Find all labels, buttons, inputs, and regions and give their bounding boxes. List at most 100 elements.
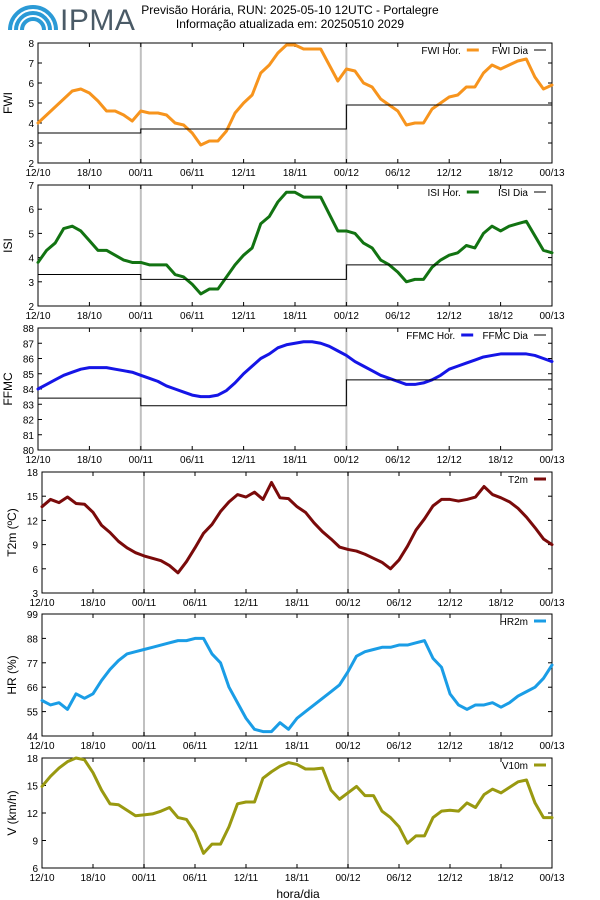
x-tick-label: 00/11 [132,598,157,609]
y-axis-label: FFMC [1,372,15,406]
x-tick-label: 18/10 [77,168,102,179]
y-tick-label: 7 [28,181,34,192]
y-tick-label: 5 [28,99,34,110]
x-tick-label: 00/13 [539,168,564,179]
y-tick-label: 12 [27,809,39,820]
y-tick-label: 83 [23,400,35,411]
x-tick-label: 00/12 [334,311,359,322]
x-tick-label: 00/11 [129,455,154,466]
y-tick-label: 66 [27,683,39,694]
legend-label: HR2m [500,617,528,628]
legend-label: FWI Dia [492,46,529,57]
legend-label: FWI Hor. [421,46,460,57]
x-tick-label: 18/11 [285,873,310,884]
y-axis-label: V (km/h) [5,790,19,835]
y-tick-label: 81 [23,431,35,442]
y-tick-label: 4 [28,254,34,265]
x-tick-label: 12/12 [437,741,462,752]
y-axis-label: FWI [1,92,15,114]
chart-header: Previsão Horária, RUN: 2025-05-10 12UTC … [140,3,440,31]
x-tick-label: 18/12 [488,168,513,179]
legend-label: T2m [508,475,528,486]
chart-panel-v10m: 6 9 12 15 18 12/10 18/10 00/11 06/11 12/11 18/11 00… [5,754,565,884]
y-axis-label: T2m (ºC) [5,508,19,556]
x-tick-label: 00/13 [539,741,564,752]
chart-panel-hr2m: 44 55 66 77 88 99 12/10 18/10 00/11 06/11 12/11 18/… [5,610,565,752]
x-tick-label: 18/12 [488,598,513,609]
x-tick-label: 06/12 [385,168,410,179]
x-tick-label: 18/11 [283,455,308,466]
x-tick-label: 06/12 [386,741,411,752]
logo-arc-outer [8,5,58,31]
x-tick-label: 00/11 [129,311,154,322]
y-axis-label: HR (%) [5,655,19,694]
y-tick-label: 9 [32,541,38,552]
y-tick-label: 86 [23,355,35,366]
x-tick-label: 00/13 [539,873,564,884]
x-tick-label: 12/11 [234,873,259,884]
x-tick-label: 18/12 [488,741,513,752]
x-tick-label: 06/11 [183,741,208,752]
y-tick-label: 2 [28,159,34,170]
y-tick-label: 18 [27,754,39,765]
y-tick-label: 44 [27,732,39,743]
plot-frame [41,471,553,594]
x-tick-label: 06/11 [183,873,208,884]
x-tick-label: 00/12 [334,168,359,179]
x-tick-label: 12/11 [234,741,259,752]
y-tick-label: 15 [27,492,39,503]
y-tick-label: 12 [27,516,39,527]
legend-label: FFMC Dia [482,331,528,342]
y-tick-label: 3 [28,278,34,289]
y-tick-label: 88 [23,324,35,335]
series-line-fwi-hourly [36,43,554,147]
x-tick-label: 06/12 [385,455,410,466]
x-tick-label: 00/12 [335,598,360,609]
x-tick-label: 00/12 [335,741,360,752]
y-tick-label: 6 [28,79,34,90]
x-tick-label: 18/11 [285,598,310,609]
x-tick-label: 18/11 [283,168,308,179]
x-tick-label: 06/12 [385,311,410,322]
plot-frame [37,42,553,164]
y-tick-label: 9 [32,837,38,848]
y-tick-label: 55 [27,708,39,719]
x-tick-label: 12/12 [437,598,462,609]
x-tick-label: 06/12 [386,598,411,609]
x-tick-label: 18/11 [283,311,308,322]
series-line-hr2m-hourly [40,636,554,734]
x-tick-label: 12/10 [29,598,54,609]
x-tick-label: 18/12 [488,311,513,322]
x-tick-label: 18/10 [77,311,102,322]
x-tick-label: 00/11 [132,873,157,884]
y-tick-label: 18 [27,468,39,479]
x-tick-label: 00/12 [334,455,359,466]
series-line-isi-hourly [36,190,554,296]
logo-arc-inner [20,17,46,31]
y-tick-label: 85 [23,370,35,381]
x-tick-label: 18/10 [80,741,105,752]
x-tick-label: 06/11 [183,598,208,609]
x-tick-label: 00/12 [335,873,360,884]
header-title-line2: Informação atualizada em: 20250510 2029 [175,17,405,31]
x-tick-label: 00/13 [539,455,564,466]
y-tick-label: 4 [28,119,34,130]
x-tick-label: 00/11 [132,741,157,752]
x-tick-label: 00/13 [539,311,564,322]
x-tick-label: 12/11 [234,598,259,609]
x-tick-label: 12/10 [25,455,50,466]
y-tick-label: 15 [27,782,39,793]
plot-frame [41,757,553,869]
y-tick-label: 99 [27,610,39,621]
plot-frame [37,327,553,451]
x-tick-label: 12/11 [231,455,256,466]
series-line-v10m-hourly [40,756,554,855]
legend-label: V10m [502,761,528,772]
x-tick-label: 06/11 [180,311,205,322]
x-tick-label: 18/11 [285,741,310,752]
y-axis-label: ISI [1,238,15,253]
x-axis-label: hora/dia [276,887,320,900]
legend-label: ISI Hor. [427,188,460,199]
x-tick-label: 00/11 [129,168,154,179]
